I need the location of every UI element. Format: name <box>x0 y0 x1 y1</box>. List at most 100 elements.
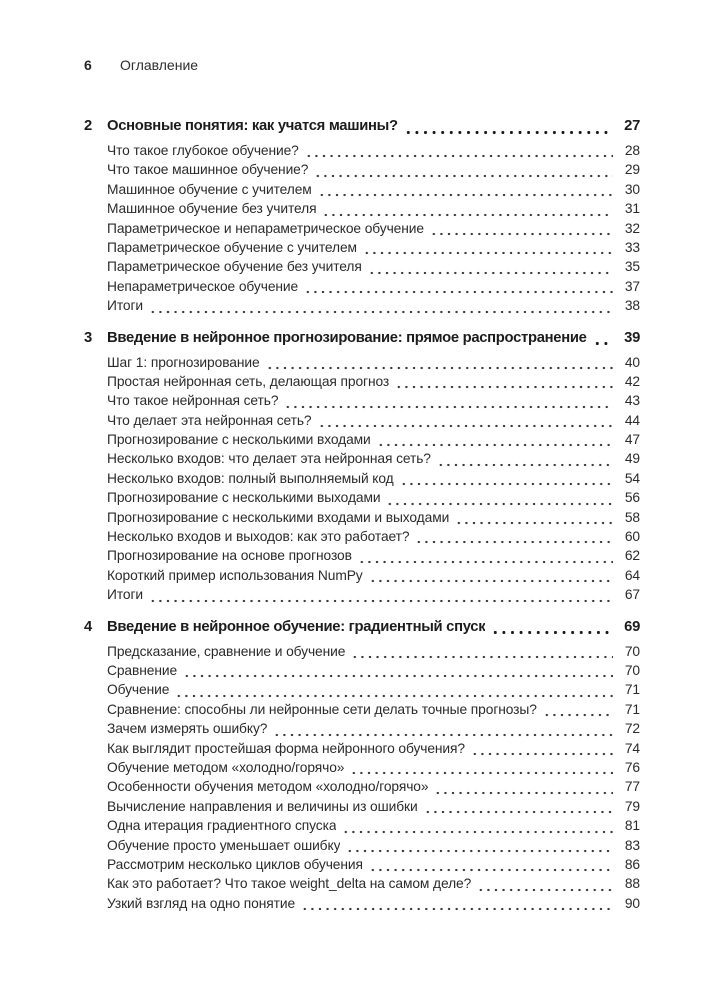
entry-page-number: 31 <box>624 201 640 217</box>
dot-leader <box>183 660 613 681</box>
entry-page-number: 70 <box>624 662 640 678</box>
entry-page-number: 70 <box>624 643 640 659</box>
dot-leader <box>429 218 613 238</box>
dot-leader <box>149 585 613 605</box>
entry-page-number: 67 <box>624 587 640 603</box>
chapter-page-number: 39 <box>624 329 640 346</box>
entry-title: Параметрическое обучение без учителя <box>107 259 362 275</box>
entry-page-number: 47 <box>624 432 640 448</box>
entry-title: Что такое глубокое обучение? <box>107 143 299 158</box>
dot-leader <box>175 680 613 700</box>
chapter-page-number: 27 <box>624 118 640 134</box>
entry-title: Зачем измерять ошибку? <box>107 721 268 737</box>
entry-page-number: 43 <box>624 393 640 409</box>
entry-page-number: 72 <box>624 721 640 737</box>
toc-entry-row: Что такое нейронная сеть? 43 <box>107 391 640 411</box>
entry-title: Что делает эта нейронная сеть? <box>107 412 312 428</box>
toc-entry-row: Как выглядит простейшая форма нейронного… <box>107 738 640 758</box>
dot-leader <box>317 410 613 431</box>
toc-entry-row: Особенности обучения методом «холодно/го… <box>107 777 640 797</box>
toc-chapter: 2 Основные понятия: как учатся машины? 2… <box>84 115 640 316</box>
dot-leader <box>455 507 613 528</box>
entry-page-number: 71 <box>624 682 640 698</box>
entry-title: Как это работает? Что такое weight_delta… <box>107 876 472 892</box>
entry-title: Как выглядит простейшая форма нейронного… <box>107 740 465 756</box>
dot-leader <box>314 160 613 180</box>
toc-entry-row: Прогнозирование с несколькими входами и … <box>107 507 640 528</box>
entry-page-number: 32 <box>624 220 640 236</box>
dot-leader <box>149 296 613 316</box>
dot-leader <box>350 757 613 778</box>
toc-entry-row: Обучение просто уменьшает ошибку 83 <box>107 835 640 855</box>
dot-leader <box>491 615 613 638</box>
entry-title: Прогнозирование на основе прогнозов <box>107 548 352 564</box>
toc-entry-row: Рассмотрим несколько циклов обучения 86 <box>107 854 640 875</box>
toc-entry-row: Машинное обучение с учителем 30 <box>107 179 640 200</box>
dot-leader <box>368 565 613 586</box>
dot-leader <box>304 141 613 161</box>
toc-entry-row: Что делает эта нейронная сеть? 44 <box>107 410 640 431</box>
entry-page-number: 74 <box>624 740 640 756</box>
toc-entry-row: Машинное обучение без учителя 31 <box>107 199 640 219</box>
entry-title: Простая нейронная сеть, делающая прогноз <box>107 373 390 389</box>
entry-title: Обучение просто уменьшает ошибку <box>107 837 341 853</box>
dot-leader <box>265 352 613 372</box>
dot-leader <box>284 391 613 411</box>
chapter-entries: Шаг 1: прогнозирование 40 Простая нейрон… <box>84 352 640 605</box>
dot-leader <box>376 430 613 450</box>
entry-page-number: 28 <box>624 143 640 158</box>
entry-page-number: 42 <box>624 373 640 389</box>
dot-leader <box>477 874 613 894</box>
chapter-title: Основные понятия: как учатся машины? <box>107 118 398 134</box>
entry-page-number: 40 <box>624 354 640 370</box>
entry-page-number: 49 <box>624 451 640 467</box>
dot-leader <box>346 835 613 855</box>
dot-leader <box>470 738 613 758</box>
toc-entry-row: Что такое глубокое обучение? 28 <box>107 141 640 161</box>
toc-chapter: 4 Введение в нейронное обучение: градиен… <box>84 615 640 914</box>
entry-page-number: 86 <box>624 856 640 872</box>
entry-page-number: 37 <box>624 278 640 294</box>
entry-page-number: 71 <box>624 701 640 717</box>
entry-title: Рассмотрим несколько циклов обучения <box>107 856 363 872</box>
toc-entry-row: Итоги 38 <box>107 296 640 316</box>
entry-title: Узкий взгляд на одно понятие <box>107 895 296 911</box>
entry-page-number: 30 <box>624 181 640 197</box>
chapter-number: 2 <box>84 118 92 134</box>
dot-leader <box>351 641 613 661</box>
running-head: 6 Оглавление <box>84 55 640 75</box>
dot-leader <box>415 527 613 547</box>
entry-title: Обучение методом «холодно/горячо» <box>107 759 345 775</box>
dot-leader <box>395 371 613 392</box>
entry-page-number: 44 <box>624 412 640 428</box>
toc-entry-row: Шаг 1: прогнозирование 40 <box>107 352 640 372</box>
chapter-title: Введение в нейронное обучение: градиентн… <box>107 618 486 635</box>
entry-page-number: 90 <box>624 895 640 911</box>
entry-page-number: 76 <box>624 759 640 775</box>
entry-title: Что такое нейронная сеть? <box>107 393 279 409</box>
entry-title: Параметрическое обучение с учителем <box>107 239 357 255</box>
entry-title: Короткий пример использования NumPy <box>107 567 363 583</box>
dot-leader <box>436 449 613 469</box>
entry-title: Прогнозирование с несколькими входами и … <box>107 509 450 525</box>
toc-entry-row: Предсказание, сравнение и обучение 70 <box>107 641 640 661</box>
page-number: 6 <box>84 57 92 73</box>
toc-entry-row: Узкий взгляд на одно понятие 90 <box>107 893 640 914</box>
entry-title: Шаг 1: прогнозирование <box>107 354 260 370</box>
dot-leader <box>317 179 613 200</box>
toc-entry-row: Обучение 71 <box>107 680 640 700</box>
toc-entry-row: Зачем измерять ошибку? 72 <box>107 719 640 739</box>
running-head-title: Оглавление <box>120 57 199 73</box>
entry-page-number: 58 <box>624 509 640 525</box>
dot-leader <box>592 326 613 349</box>
toc-entry-row: Параметрическое обучение с учителем 33 <box>107 237 640 258</box>
toc-entry-row: Как это работает? Что такое weight_delta… <box>107 874 640 894</box>
dot-leader <box>357 546 613 566</box>
chapter-page-number: 69 <box>624 618 640 635</box>
toc-list: 2 Основные понятия: как учатся машины? 2… <box>84 115 640 914</box>
dot-leader <box>542 699 613 720</box>
dot-leader <box>434 777 613 797</box>
entry-title: Предсказание, сравнение и обучение <box>107 643 346 659</box>
entry-title: Несколько входов: что делает эта нейронн… <box>107 451 431 467</box>
dot-leader <box>386 488 613 508</box>
